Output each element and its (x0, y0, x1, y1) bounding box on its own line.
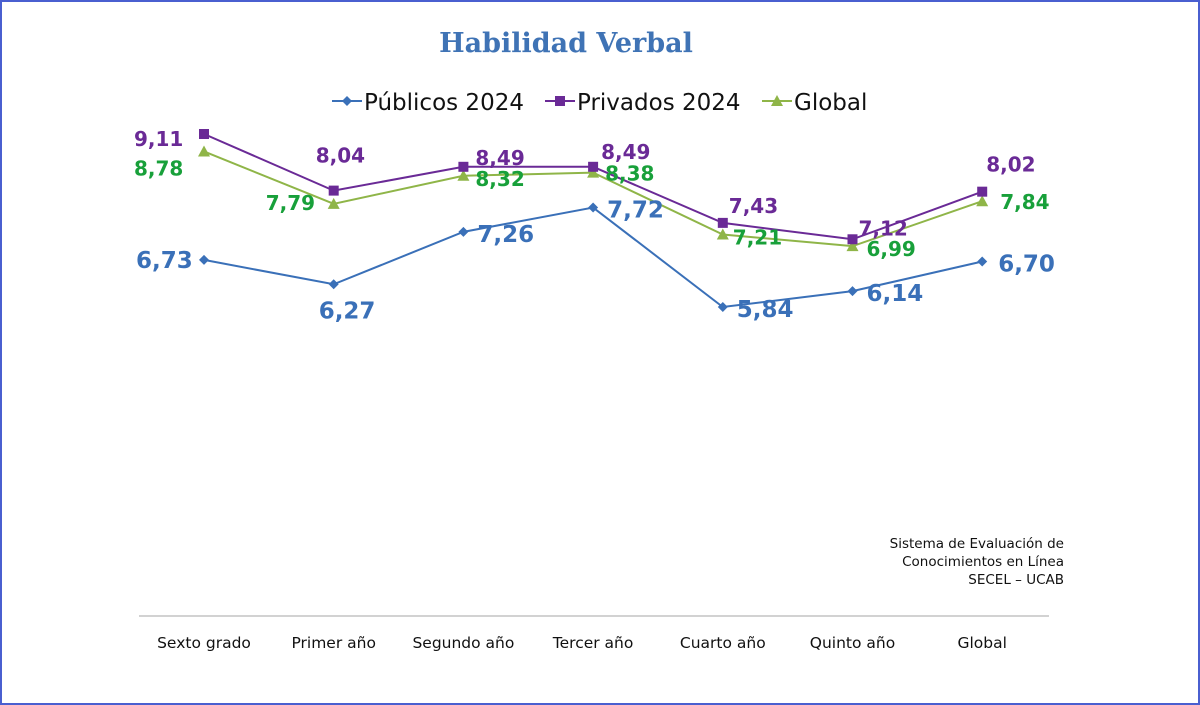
data-point-publicos-2024-primer-ano (328, 279, 339, 290)
data-label-privados-2024-sexto-grado: 9,11 (134, 127, 183, 151)
data-label-privados-2024-segundo-ano: 8,49 (475, 146, 524, 170)
data-label-global-quinto-ano: 6,99 (867, 237, 916, 261)
data-point-publicos-2024-segundo-ano (458, 226, 469, 237)
chart-title: Habilidad Verbal (439, 28, 693, 59)
data-label-publicos-2024-tercer-ano: 7,72 (607, 198, 664, 224)
data-label-publicos-2024-global: 6,70 (998, 252, 1055, 278)
data-label-privados-2024-primer-ano: 8,04 (316, 144, 365, 168)
legend-label-privados-2024: Privados 2024 (577, 90, 741, 116)
data-point-global-segundo-ano (457, 169, 470, 181)
data-point-privados-2024-segundo-ano (458, 161, 469, 172)
data-label-global-primer-ano: 7,79 (266, 191, 315, 215)
credit-line-3: SECEL – UCAB (968, 572, 1064, 588)
data-point-global-cuarto-ano (716, 228, 729, 240)
x-tick-label-segundo-ano: Segundo año (412, 634, 514, 652)
data-point-publicos-2024-cuarto-ano (717, 302, 728, 312)
data-label-privados-2024-tercer-ano: 8,49 (601, 140, 650, 164)
data-point-publicos-2024-quinto-ano (847, 286, 858, 297)
data-point-privados-2024-sexto-grado (199, 129, 209, 139)
data-label-publicos-2024-segundo-ano: 7,26 (477, 222, 534, 248)
credit-line-1: Sistema de Evaluación de (889, 536, 1064, 552)
data-point-publicos-2024-tercer-ano (588, 202, 599, 213)
data-point-publicos-2024-global (977, 256, 988, 267)
data-label-global-global: 7,84 (1000, 190, 1049, 214)
legend-label-publicos-2024: Públicos 2024 (364, 90, 524, 116)
data-label-publicos-2024-cuarto-ano: 5,84 (737, 297, 794, 323)
data-label-global-tercer-ano: 8,38 (605, 162, 654, 186)
legend-label-global: Global (794, 90, 867, 116)
data-label-publicos-2024-primer-ano: 6,27 (319, 298, 376, 324)
legend-marker-global (771, 95, 783, 106)
x-tick-label-quinto-ano: Quinto año (810, 634, 895, 652)
data-label-publicos-2024-sexto-grado: 6,73 (136, 248, 193, 274)
data-point-privados-2024-global (977, 186, 988, 197)
data-point-global-global (976, 195, 989, 207)
x-tick-label-tercer-ano: Tercer año (552, 634, 634, 652)
x-tick-label-sexto-grado: Sexto grado (157, 634, 251, 652)
x-tick-label-cuarto-ano: Cuarto año (680, 634, 766, 652)
data-point-privados-2024-primer-ano (328, 185, 339, 196)
data-label-privados-2024-quinto-ano: 7,12 (859, 216, 908, 240)
credit-box: Sistema de Evaluación de Conocimientos e… (864, 535, 1064, 589)
data-label-global-cuarto-ano: 7,21 (733, 226, 782, 250)
data-point-privados-2024-tercer-ano (588, 161, 599, 172)
data-label-privados-2024-cuarto-ano: 7,43 (729, 194, 778, 218)
data-point-global-quinto-ano (846, 240, 859, 252)
data-point-publicos-2024-sexto-grado (199, 254, 209, 265)
legend-marker-privados-2024 (555, 96, 565, 106)
legend-marker-publicos-2024 (342, 96, 352, 106)
data-label-global-segundo-ano: 8,32 (475, 167, 524, 191)
x-tick-label-primer-ano: Primer año (291, 634, 376, 652)
data-point-global-primer-ano (327, 197, 340, 209)
data-point-privados-2024-cuarto-ano (717, 217, 728, 228)
data-point-privados-2024-quinto-ano (847, 234, 858, 245)
data-point-global-tercer-ano (587, 166, 600, 178)
data-label-publicos-2024-quinto-ano: 6,14 (867, 281, 924, 307)
data-point-global-sexto-grado (198, 145, 210, 157)
data-label-global-sexto-grado: 8,78 (134, 156, 183, 180)
data-label-privados-2024-global: 8,02 (986, 153, 1035, 177)
credit-line-2: Conocimientos en Línea (902, 554, 1064, 570)
x-tick-label-global: Global (957, 634, 1006, 652)
